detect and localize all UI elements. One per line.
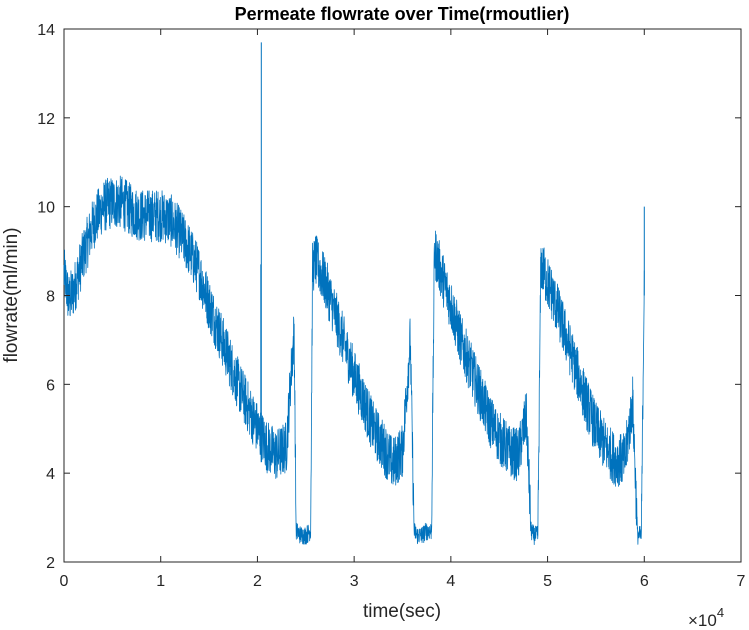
y-axis: 2 4 6 8 10 12 14 bbox=[37, 22, 741, 572]
x-tick-label: 2 bbox=[253, 573, 262, 590]
x-tick-label: 5 bbox=[543, 573, 552, 590]
x-axis-label: time(sec) bbox=[363, 601, 441, 622]
x-tick-label: 0 bbox=[60, 573, 69, 590]
y-tick-label: 10 bbox=[37, 200, 55, 217]
x-tick-label: 6 bbox=[640, 573, 649, 590]
y-tick-label: 6 bbox=[46, 377, 55, 394]
x-tick-label: 4 bbox=[446, 573, 455, 590]
x-axis: 0 1 2 3 4 5 6 7 bbox=[60, 29, 746, 590]
axes-box bbox=[63, 28, 742, 563]
x-axis-multiplier: ×104 bbox=[688, 605, 724, 630]
y-tick-label: 4 bbox=[46, 466, 55, 483]
y-axis-label: flowrate(ml/min) bbox=[1, 227, 22, 362]
x-axis-multiplier-base: ×10 bbox=[688, 611, 717, 630]
x-tick-label: 1 bbox=[156, 573, 165, 590]
y-tick-label: 8 bbox=[46, 289, 55, 306]
y-tick-label: 2 bbox=[46, 555, 55, 572]
x-tick-label: 7 bbox=[737, 573, 746, 590]
series-spikes bbox=[260, 42, 645, 451]
y-tick-label: 12 bbox=[37, 111, 55, 128]
plot-area bbox=[63, 28, 742, 563]
series-line-flowrate bbox=[63, 175, 645, 546]
chart-title: Permeate flowrate over Time(rmoutlier) bbox=[235, 4, 570, 24]
x-axis-multiplier-power: 4 bbox=[717, 605, 724, 620]
x-tick-label: 3 bbox=[350, 573, 359, 590]
y-tick-label: 14 bbox=[37, 22, 55, 39]
